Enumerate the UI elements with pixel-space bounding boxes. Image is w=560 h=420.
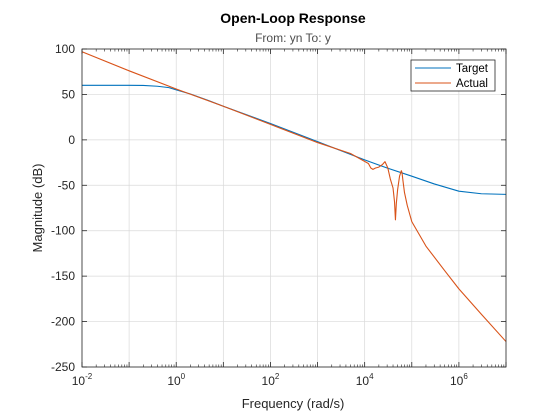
- y-tick-label: -50: [58, 178, 76, 192]
- y-tick-label: -150: [51, 269, 75, 283]
- legend-label-target: Target: [456, 63, 489, 75]
- y-tick-label: 50: [62, 87, 76, 101]
- y-tick-labels: 100 50 0 -50 -100 -150 -200 -250: [51, 42, 75, 374]
- y-tick-label: -100: [51, 224, 75, 238]
- axes-box: [81, 48, 507, 368]
- series-line-actual: [81, 51, 507, 342]
- legend-label-actual: Actual: [456, 78, 488, 90]
- legend: Target Actual: [410, 59, 496, 92]
- series-layer: [81, 51, 507, 342]
- y-tick-label: 0: [68, 133, 75, 147]
- y-tick-label: 100: [55, 42, 75, 56]
- x-axis-label: Frequency (rad/s): [242, 396, 345, 411]
- y-tick-label: -250: [51, 360, 75, 374]
- plot-area: [82, 49, 506, 367]
- y-tick-label: -200: [51, 315, 75, 329]
- tick-marks: [81, 48, 507, 368]
- chart-subtitle: From: yn To: y: [255, 31, 331, 45]
- y-axis-label: Magnitude (dB): [30, 164, 45, 253]
- legend-box: [410, 59, 496, 92]
- chart-title: Open-Loop Response: [220, 10, 366, 26]
